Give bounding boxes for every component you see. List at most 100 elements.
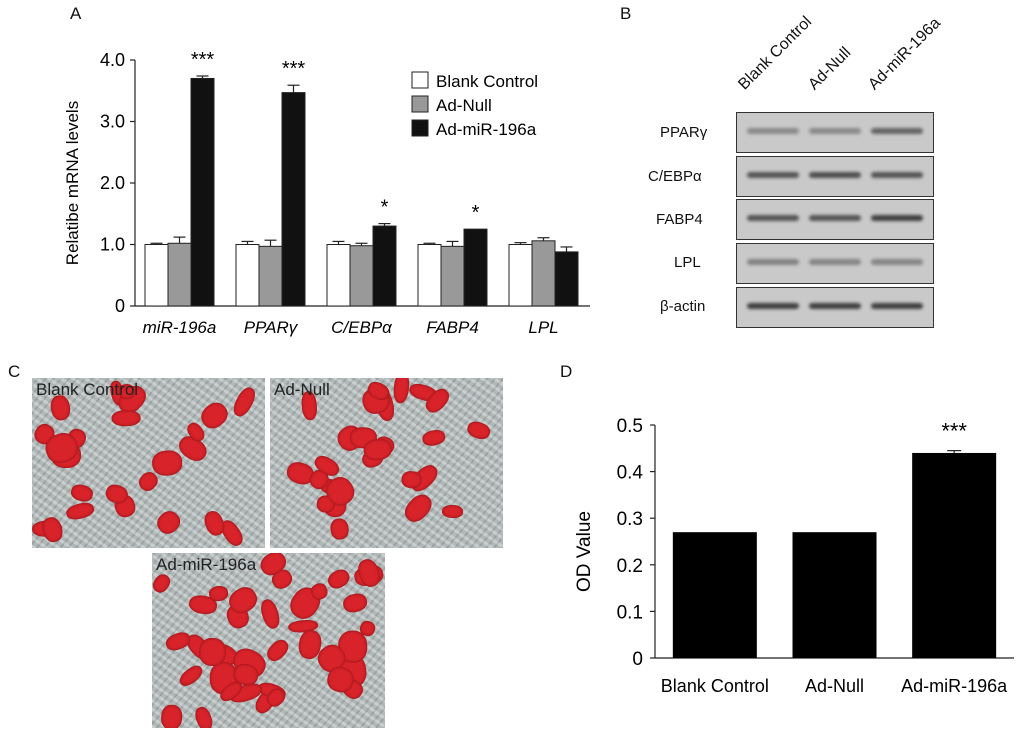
y-tick-label: 0.2 <box>617 556 643 577</box>
wb-band <box>809 259 861 265</box>
y-tick-label: 4.0 <box>100 50 125 70</box>
wb-band <box>871 259 923 265</box>
wb-blot-beta-actin <box>736 287 934 328</box>
wb-band <box>871 215 923 221</box>
wb-lane-header-1: Blank Control <box>735 13 816 94</box>
significance-label: * <box>472 202 480 224</box>
bar <box>912 452 997 658</box>
lipid-droplet-cluster <box>420 427 447 448</box>
category-label: PPARγ <box>244 318 299 337</box>
lipid-droplet-cluster <box>69 482 95 504</box>
lipid-droplet-cluster <box>163 629 193 654</box>
wb-row-label-ppargamma: PPARγ <box>660 124 708 141</box>
category-label: Blank Control <box>661 676 769 696</box>
legend-label: Ad-miR-196a <box>436 120 537 139</box>
significance-label: * <box>381 197 389 219</box>
wb-band <box>747 128 799 134</box>
wb-band <box>809 215 861 221</box>
y-tick-label: 0.4 <box>617 463 644 484</box>
lipid-droplet-cluster <box>150 450 183 478</box>
bar <box>372 225 397 307</box>
bar <box>417 244 442 307</box>
wb-band <box>871 303 923 309</box>
bar <box>258 245 283 307</box>
significance-label: *** <box>282 58 306 80</box>
y-tick-label: 3.0 <box>100 112 125 132</box>
lipid-droplet-cluster <box>39 514 66 545</box>
wb-band <box>747 303 799 309</box>
bar <box>190 77 215 307</box>
bar <box>463 228 488 307</box>
micrograph-ad-mir-196a: Ad-miR-196a <box>152 553 385 728</box>
lipid-droplet-cluster <box>329 517 350 541</box>
bar <box>672 532 757 658</box>
legend-label: Blank Control <box>436 72 538 91</box>
lipid-droplet-cluster <box>177 661 207 690</box>
significance-label: *** <box>191 49 215 71</box>
micrograph-ad-null: Ad-Null <box>270 378 503 548</box>
wb-blot-ppargamma <box>736 112 934 153</box>
bar <box>281 92 306 307</box>
bar <box>349 245 374 307</box>
bar <box>440 245 465 307</box>
wb-band <box>809 128 861 134</box>
wb-row-label-lpl: LPL <box>674 254 701 271</box>
wb-blot-fabp4 <box>736 199 934 240</box>
y-tick-label: 2.0 <box>100 173 125 193</box>
wb-band <box>871 172 923 178</box>
micrograph-label: Ad-miR-196a <box>156 555 257 574</box>
wb-band <box>871 128 923 134</box>
category-label: miR-196a <box>143 318 217 337</box>
wb-band <box>809 303 861 309</box>
lipid-droplet-cluster <box>193 705 216 728</box>
wb-row-label-fabp4: FABP4 <box>656 211 703 228</box>
wb-row-label-cebpalpha: C/EBPα <box>648 168 702 185</box>
mrna-levels-bar-chart: 0 1.0 2.0 3.0 4.0 Relatibe mRNA levels *** miR-… <box>63 49 590 337</box>
y-axis-label: Relatibe mRNA levels <box>63 101 82 265</box>
lipid-droplet-cluster <box>208 584 230 603</box>
lipid-droplet-cluster <box>65 500 96 521</box>
y-tick-label: 0 <box>632 649 643 670</box>
bar <box>144 244 169 307</box>
od-value-bar-chart: 0 0.1 0.2 0.3 0.4 0.5 OD Value Blank Control Ad-… <box>574 416 1014 696</box>
bar <box>554 251 579 307</box>
legend-swatch <box>411 71 429 89</box>
wb-band <box>809 172 861 178</box>
lipid-droplet-cluster <box>111 409 141 427</box>
lipid-droplet-cluster <box>263 636 292 665</box>
panel-label-d: D <box>560 362 573 381</box>
micrograph-label: Ad-Null <box>274 380 330 399</box>
bar <box>531 240 556 307</box>
lipid-droplet-cluster <box>160 703 183 728</box>
y-tick-label: 0.5 <box>617 416 643 437</box>
wb-blot-lpl <box>736 243 934 284</box>
category-label: FABP4 <box>426 318 479 337</box>
lipid-droplet-cluster <box>392 378 411 404</box>
bar <box>235 244 260 307</box>
lipid-droplet-cluster <box>230 384 259 420</box>
significance-label: *** <box>941 419 967 444</box>
legend-swatch <box>411 119 429 137</box>
wb-lane-header-2: Ad-Null <box>805 44 855 94</box>
y-tick-label: 0.1 <box>617 602 643 623</box>
lipid-droplet-cluster <box>153 506 185 539</box>
wb-lane-header-3: Ad-miR-196a <box>865 14 944 94</box>
category-label: C/EBPα <box>331 318 393 337</box>
lipid-droplet-cluster <box>152 571 174 596</box>
panel-label-a: A <box>70 4 82 23</box>
panel-label-c: C <box>8 362 21 381</box>
lipid-droplet-cluster <box>441 504 464 519</box>
wb-band <box>747 172 799 178</box>
wb-band <box>747 215 799 221</box>
y-tick-label: 0.3 <box>617 509 643 530</box>
category-label: Ad-miR-196a <box>901 676 1008 696</box>
bar <box>508 244 533 307</box>
wb-blot-cebpalpha <box>736 156 934 197</box>
lipid-droplet-cluster <box>465 419 492 442</box>
panel-label-b: B <box>620 4 632 23</box>
category-label: LPL <box>528 318 558 337</box>
wb-band <box>747 259 799 265</box>
y-tick-label: 0 <box>115 296 125 316</box>
lipid-droplet-cluster <box>399 490 436 527</box>
legend-swatch <box>411 95 429 113</box>
